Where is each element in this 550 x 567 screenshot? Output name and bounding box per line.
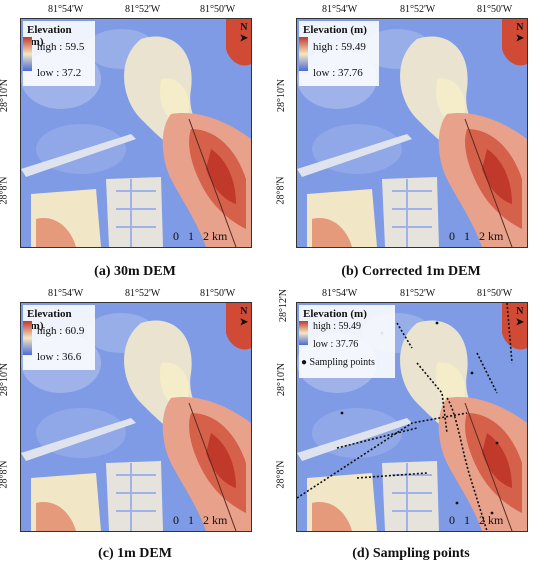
caption: (a) 30m DEM [94,264,176,279]
legend-title: Elevation (m) [303,308,367,320]
x-tick: 81°50'W [200,288,236,299]
color-ramp [299,321,308,345]
legend: Elevation (m) high : 59.49 low : 37.76 [299,21,379,86]
y-tick: 28°8'N [275,176,287,205]
x-tick: 81°52'W [400,4,436,15]
caption: (c) 1m DEM [98,546,172,561]
caption: (d) Sampling points [352,546,470,561]
legend-low: low : 37.2 [37,67,82,79]
color-ramp [23,37,32,71]
y-tick: 28°10'N [0,78,11,113]
y-tick: 28°10'N [276,78,288,113]
y-tick: 28°10'N [0,362,11,397]
legend-title: Elevation (m) [303,24,367,36]
x-tick: 81°50'W [477,4,513,15]
elevation-map: Elevation (m) high : 60.9 low : 36.6 N ➤ … [20,302,252,532]
x-tick: 81°50'W [477,288,513,299]
x-tick: 81°54'W [48,288,84,299]
north-arrow-icon: N ➤ [239,306,248,328]
x-tick: 81°52'W [125,4,161,15]
elevation-map: Elevation (m) high : 59.49 low : 37.76 N… [296,18,528,248]
color-ramp [23,321,32,355]
y-tick: 28°8'N [0,176,10,205]
legend-high: high : 60.9 [37,325,85,337]
legend-low: low : 37.76 [313,67,363,79]
scale-bar: 0 1 2 km [449,513,504,527]
caption: (b) Corrected 1m DEM [341,264,481,279]
elevation-map: Elevation (m) high : 59.5 low : 37.2 N ➤ … [20,18,252,248]
y-tick: 28°12'N [278,288,290,323]
x-tick: 81°52'W [125,288,161,299]
color-ramp [299,37,308,71]
scale-bar: 0 1 2 km [173,513,228,527]
north-arrow-icon: N ➤ [515,306,524,328]
y-tick: 28°8'N [0,460,10,489]
legend-low: low : 36.6 [37,351,82,363]
legend: Elevation (m) high : 59.49 low : 37.76 ●… [299,305,395,378]
north-arrow-icon: N ➤ [239,22,248,44]
x-tick: 81°54'W [322,288,358,299]
x-tick: 81°52'W [400,288,436,299]
legend: Elevation (m) high : 60.9 low : 36.6 [23,305,95,370]
x-tick: 81°50'W [200,4,236,15]
legend-high: high : 59.49 [313,41,366,53]
x-tick: 81°54'W [48,4,84,15]
legend-high: high : 59.49 [313,321,362,332]
legend: Elevation (m) high : 59.5 low : 37.2 [23,21,95,86]
y-tick: 28°8'N [275,460,287,489]
legend-low: low : 37.76 [313,339,359,350]
north-arrow-icon: N ➤ [515,22,524,44]
legend-high: high : 59.5 [37,41,85,53]
legend-sampling-points: ● Sampling points [301,357,375,368]
elevation-map: Elevation (m) high : 59.49 low : 37.76 ●… [296,302,528,532]
scale-bar: 0 1 2 km [173,229,228,243]
x-tick: 81°54'W [322,4,358,15]
scale-bar: 0 1 2 km [449,229,504,243]
y-tick: 28°10'N [276,362,288,397]
